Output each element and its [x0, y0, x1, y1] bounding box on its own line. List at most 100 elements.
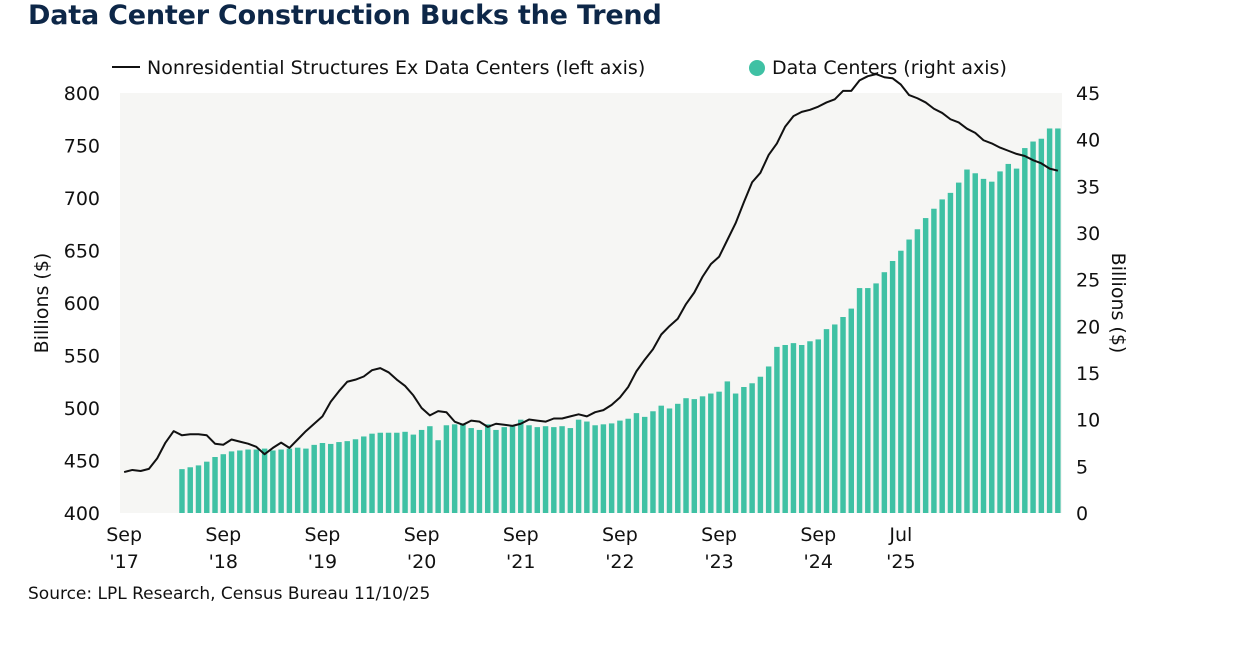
legend: Nonresidential Structures Ex Data Center… — [112, 57, 1007, 79]
bar-data-centers — [369, 433, 375, 513]
bar-data-centers — [798, 345, 805, 513]
source-note: Source: LPL Research, Census Bureau 11/1… — [28, 584, 431, 604]
y-axis-left-label: Billions ($) — [31, 253, 53, 354]
y-left-tick-label: 500 — [64, 398, 100, 420]
bar-data-centers — [212, 457, 218, 513]
bar-data-centers — [575, 419, 582, 513]
bar-data-centers — [584, 421, 590, 513]
bar-data-centers — [451, 424, 458, 513]
bar-data-centers — [1055, 128, 1061, 513]
legend-label-line: Nonresidential Structures Ex Data Center… — [147, 57, 645, 79]
bar-data-centers — [187, 467, 193, 513]
y-axis-left: 400 450 500 550 600 650 700 750 800 — [64, 83, 100, 525]
bar-data-centers — [972, 173, 978, 513]
bar-data-centers — [1046, 128, 1053, 513]
bar-data-centers — [848, 308, 855, 513]
bar-data-centers — [352, 439, 359, 513]
x-tick-year: '24 — [804, 551, 833, 573]
bar-data-centers — [947, 192, 954, 513]
bar-data-centers — [476, 429, 483, 513]
bar-data-centers — [856, 288, 863, 513]
bar-data-centers — [179, 469, 185, 513]
y-right-tick-label: 40 — [1076, 130, 1100, 152]
bar-data-centers — [361, 436, 367, 513]
bar-data-centers — [501, 427, 507, 513]
bar-data-centers — [319, 443, 326, 513]
y-left-tick-label: 550 — [64, 346, 100, 368]
bar-data-centers — [567, 428, 574, 513]
x-tick-month: Sep — [205, 524, 241, 546]
bar-data-centers — [832, 324, 838, 513]
bar-data-centers — [922, 218, 929, 513]
bar-data-centers — [989, 181, 995, 514]
bar-data-centers — [261, 448, 268, 513]
bar-data-centers — [608, 423, 615, 513]
x-tick-month: Sep — [305, 524, 341, 546]
bar-data-centers — [344, 441, 350, 513]
x-tick-year: '19 — [308, 551, 337, 573]
bar-data-centers — [964, 169, 970, 513]
x-tick-month: Jul — [888, 524, 912, 546]
y-left-tick-label: 700 — [64, 188, 100, 210]
bar-data-centers — [633, 413, 640, 513]
bar-data-centers — [394, 432, 400, 513]
bar-data-centers — [650, 411, 656, 513]
bar-data-centers — [592, 425, 598, 513]
y-left-tick-label: 450 — [64, 451, 100, 473]
bar-data-centers — [311, 444, 317, 513]
bar-data-centers — [716, 391, 722, 513]
bar-data-centers — [526, 425, 532, 513]
y-axis-right-label: Billions ($) — [1107, 253, 1129, 354]
bar-data-centers — [534, 427, 541, 513]
bar-data-centers — [551, 427, 557, 513]
bar-data-centers — [468, 428, 474, 513]
bar-data-centers — [840, 317, 846, 513]
legend-label-bars: Data Centers (right axis) — [772, 57, 1007, 79]
y-left-tick-label: 750 — [64, 136, 100, 158]
y-right-tick-label: 30 — [1076, 223, 1100, 245]
bar-data-centers — [336, 442, 342, 513]
bar-data-centers — [1005, 163, 1012, 513]
y-right-tick-label: 25 — [1076, 270, 1100, 292]
y-right-tick-label: 15 — [1076, 363, 1100, 385]
bar-data-centers — [402, 431, 408, 513]
bar-data-centers — [732, 393, 739, 513]
bar-data-centers — [327, 443, 334, 513]
bar-data-centers — [815, 339, 821, 513]
bar-data-centers — [906, 239, 912, 513]
bar-data-centers — [443, 425, 450, 513]
y-axis-right: 0 5 10 15 20 25 30 35 40 45 — [1076, 83, 1100, 525]
bar-data-centers — [741, 387, 747, 513]
bar-data-centers — [765, 366, 772, 513]
y-left-tick-label: 650 — [64, 241, 100, 263]
x-tick-month: Sep — [800, 524, 836, 546]
bar-data-centers — [418, 429, 425, 513]
x-tick-month: Sep — [602, 524, 638, 546]
bar-data-centers — [542, 426, 549, 513]
y-right-tick-label: 20 — [1076, 316, 1100, 338]
x-tick-month: Sep — [106, 524, 142, 546]
bar-data-centers — [1030, 141, 1036, 513]
bar-data-centers — [757, 376, 764, 513]
plot-area — [120, 93, 1062, 513]
bar-data-centers — [939, 199, 945, 513]
bar-data-centers — [286, 448, 293, 513]
bar-data-centers — [559, 426, 565, 513]
bar-data-centers — [708, 393, 714, 513]
bar-data-centers — [997, 171, 1003, 513]
bar-data-centers — [617, 420, 623, 513]
bar-data-centers — [228, 451, 235, 513]
y-right-tick-label: 35 — [1076, 176, 1100, 198]
bar-data-centers — [237, 450, 243, 513]
bar-data-centers — [518, 419, 524, 513]
bar-data-centers — [774, 346, 780, 513]
y-right-tick-label: 10 — [1076, 410, 1100, 432]
bar-data-centers — [509, 426, 516, 513]
bar-data-centers — [865, 288, 871, 513]
bar-data-centers — [749, 383, 755, 513]
bar-data-centers — [1038, 138, 1045, 514]
bar-data-centers — [980, 178, 987, 513]
bar-data-centers — [294, 447, 301, 513]
bar-data-centers — [823, 329, 830, 513]
